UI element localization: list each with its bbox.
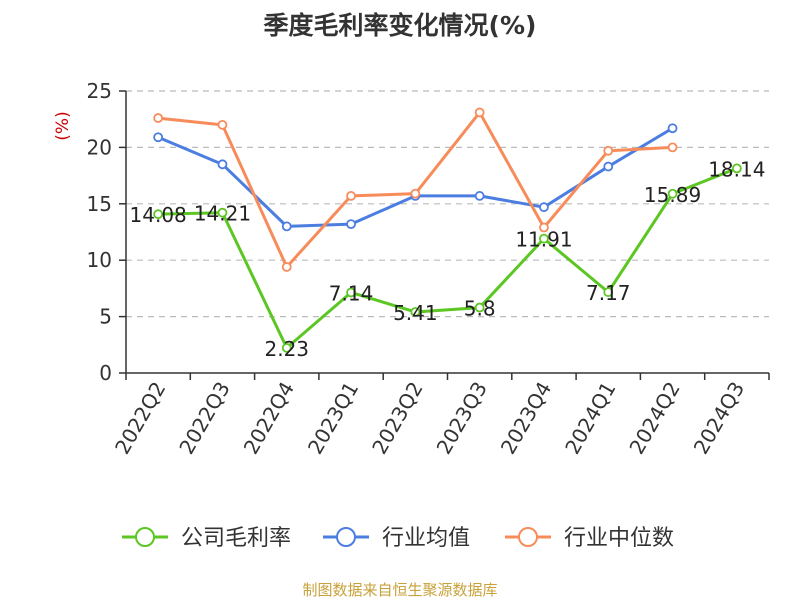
source-note: 制图数据来自恒生聚源数据库 — [302, 581, 498, 599]
x-tick-label: 2023Q2 — [367, 378, 427, 459]
grid-lines — [126, 90, 769, 318]
data-point[interactable] — [281, 342, 292, 353]
axes: 0 5 10 15 20 25 2022Q2 2022Q3 2022Q4 2023Q1 2023Q2… — [87, 79, 770, 459]
x-tick-label: 2024Q2 — [624, 378, 684, 459]
data-label: 11.91 — [515, 228, 572, 252]
data-point[interactable] — [153, 113, 164, 123]
data-point[interactable] — [153, 132, 164, 143]
data-point[interactable] — [281, 262, 292, 272]
series — [153, 107, 742, 353]
data-point[interactable] — [346, 219, 356, 230]
data-point[interactable] — [153, 209, 164, 220]
y-tick-label: 25 — [87, 79, 112, 103]
legend-item[interactable]: 公司毛利率 — [122, 526, 291, 551]
data-label: 14.08 — [130, 203, 187, 227]
data-point[interactable] — [667, 142, 678, 153]
x-tick-label: 2024Q3 — [689, 378, 749, 459]
x-tick-label: 2022Q2 — [110, 378, 170, 459]
data-point[interactable] — [539, 233, 549, 244]
chart-title: 季度毛利率变化情况(%) — [263, 11, 537, 40]
data-point[interactable] — [217, 207, 228, 218]
data-point[interactable] — [217, 119, 228, 130]
data-point[interactable] — [346, 191, 356, 201]
data-point[interactable] — [539, 202, 549, 213]
legend-label: 行业均值 — [382, 526, 470, 551]
legend-marker-icon — [135, 527, 155, 547]
data-label: 14.21 — [194, 202, 251, 226]
x-tick-label: 2023Q1 — [303, 378, 363, 459]
data-point[interactable] — [474, 302, 485, 313]
series-line — [158, 166, 738, 350]
data-point[interactable] — [603, 161, 614, 172]
x-tick-label: 2022Q4 — [239, 378, 299, 459]
legend[interactable]: 公司毛利率 行业均值 行业中位数 — [122, 526, 674, 551]
data-point[interactable] — [667, 188, 678, 199]
x-tick-label: 2024Q1 — [560, 378, 620, 459]
data-point[interactable] — [474, 107, 485, 118]
data-point[interactable] — [474, 191, 485, 201]
legend-label: 行业中位数 — [564, 526, 674, 551]
data-point[interactable] — [217, 159, 228, 170]
x-tick-label: 2022Q3 — [174, 378, 234, 459]
data-label: 5.41 — [393, 301, 438, 325]
data-label: 7.14 — [329, 281, 374, 305]
x-tick-label: 2023Q4 — [496, 378, 556, 459]
legend-label: 公司毛利率 — [181, 526, 291, 551]
data-point[interactable] — [281, 221, 292, 232]
data-point[interactable] — [603, 287, 614, 298]
data-point[interactable] — [539, 222, 549, 233]
x-tick-label: 2023Q3 — [432, 378, 492, 459]
data-point[interactable] — [667, 123, 678, 134]
y-tick-label: 5 — [99, 305, 112, 329]
legend-marker-icon — [518, 527, 538, 547]
y-tick-label: 15 — [87, 192, 112, 216]
data-point[interactable] — [346, 287, 356, 298]
data-point[interactable] — [410, 307, 421, 317]
data-labels: 14.08 14.21 2.23 7.14 5.41 5.8 11.91 7.17 15.89 1… — [130, 157, 766, 360]
data-label: 2.23 — [264, 337, 309, 361]
legend-item[interactable]: 行业中位数 — [505, 526, 674, 551]
data-label: 15.89 — [644, 183, 701, 207]
y-tick-label: 10 — [87, 248, 112, 272]
data-point[interactable] — [603, 145, 614, 156]
data-label: 5.8 — [464, 297, 496, 321]
y-tick-label: 0 — [99, 361, 112, 385]
data-label: 7.17 — [586, 281, 631, 305]
data-point[interactable] — [410, 188, 421, 199]
y-tick-label: 20 — [87, 135, 112, 159]
data-point[interactable] — [731, 163, 742, 174]
data-label: 18.14 — [708, 157, 765, 181]
y-axis-label: (%) — [53, 111, 73, 140]
legend-item[interactable]: 行业均值 — [323, 526, 470, 551]
legend-marker-icon — [336, 527, 356, 547]
